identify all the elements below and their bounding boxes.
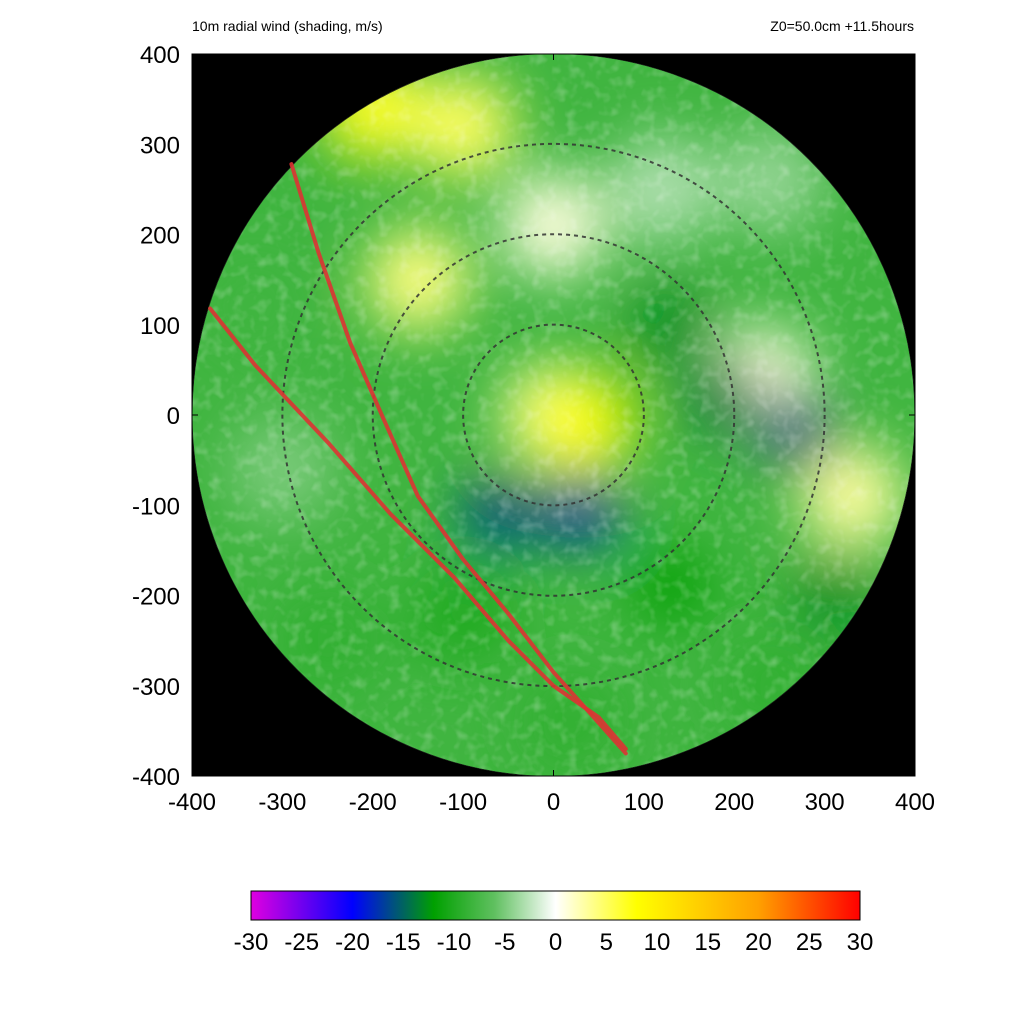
colorbar-tick-label: 25 [796,929,823,956]
x-tick-label: -400 [168,789,216,816]
y-tick-label: 0 [167,403,180,430]
plot-title-left: 10m radial wind (shading, m/s) [192,18,383,34]
y-tick-label: 100 [140,313,180,340]
track-line [208,306,628,751]
colorbar-tick-label: -30 [234,929,269,956]
y-axis: -400 -300 -200 -100 0 100 200 300 400 [132,42,915,791]
y-tick-label: 300 [140,132,180,159]
colorbar-tick-label: 30 [847,929,874,956]
field-texture [192,54,915,776]
colorbar-tick-label: 15 [694,929,721,956]
colorbar-tick-label: 0 [549,929,562,956]
y-tick-label: 200 [140,223,180,250]
colorbar-tick-label: -5 [494,929,515,956]
colorbar-tick-label: -15 [386,929,421,956]
plot-title-right: Z0=50.0cm +11.5hours [770,18,914,34]
x-tick-label: -100 [439,789,487,816]
colorbar-tick-label: -25 [284,929,319,956]
y-tick-label: -200 [132,584,180,611]
x-tick-label: -200 [349,789,397,816]
x-tick-label: -300 [258,789,306,816]
x-tick-label: 400 [895,789,935,816]
storm-tracks [208,162,628,756]
y-tick-label: -400 [132,764,180,791]
track-line [289,162,628,756]
x-tick-label: 300 [805,789,845,816]
colorbar-tick-label: 10 [644,929,671,956]
colorbar-tick-label: -10 [437,929,472,956]
colorbar-tick-label: 20 [745,929,772,956]
y-tick-label: -300 [132,674,180,701]
x-tick-label: 100 [624,789,664,816]
x-tick-label: 0 [547,789,560,816]
wind-field-shading [192,53,915,777]
range-ring [462,323,645,507]
colorbar-tick-label: 5 [600,929,613,956]
y-tick-label: 400 [140,42,180,69]
range-ring [371,233,736,597]
colorbar-scale [250,890,861,921]
colorbar: -30 -25 -20 -15 -10 -5 0 5 10 15 20 25 30 [234,890,874,956]
plot-area [191,53,916,777]
y-tick-label: -100 [132,493,180,520]
x-axis: -400 -300 -200 -100 0 100 200 300 400 [168,54,935,816]
x-tick-label: 200 [714,789,754,816]
colorbar-tick-label: -20 [335,929,370,956]
